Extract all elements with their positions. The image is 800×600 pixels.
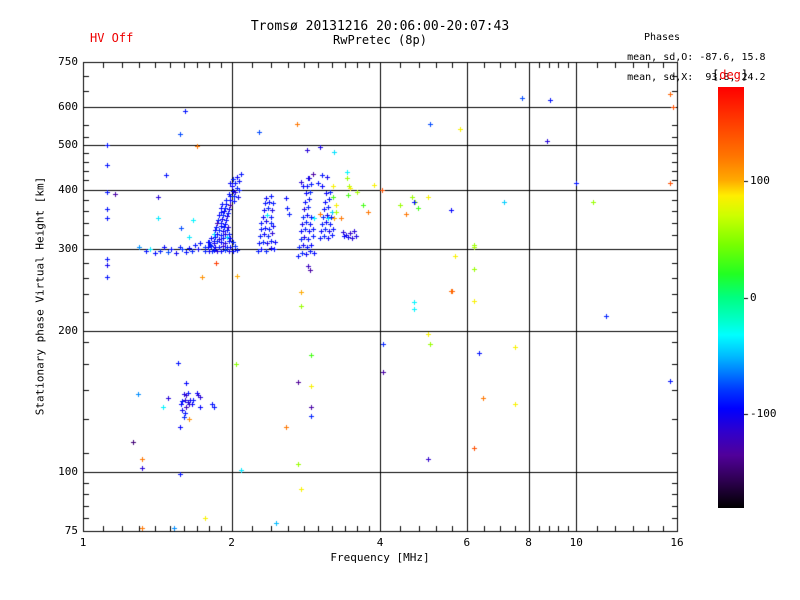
- hv-status-label: HV Off: [90, 31, 134, 45]
- colorbar-unit-text: deg: [719, 68, 741, 82]
- phases-title: Phases: [643, 32, 681, 43]
- phase-colorbar: [718, 87, 744, 508]
- plot-subtitle: RwPretec (8p): [333, 33, 427, 47]
- colorbar-unit-label: [deg]: [712, 68, 748, 82]
- phases-summary: Phases mean, sd,O: -87.6, 15.8 mean, sd,…: [603, 13, 765, 93]
- phases-o-mode-stats: mean, sd,O: -87.6, 15.8: [627, 52, 766, 63]
- phases-x-mode-stats: mean, sd,X: 93.8, 24.2: [627, 72, 766, 83]
- colorbar-bracket-left: [: [712, 68, 720, 82]
- y-axis-label: Stationary phase Virtual Height [km]: [33, 176, 47, 416]
- colorbar-bracket-right: ]: [740, 68, 749, 82]
- plot-title: Tromsø 20131216 20:06:00-20:07:43: [250, 19, 510, 34]
- x-axis-label: Frequency [MHz]: [330, 551, 430, 564]
